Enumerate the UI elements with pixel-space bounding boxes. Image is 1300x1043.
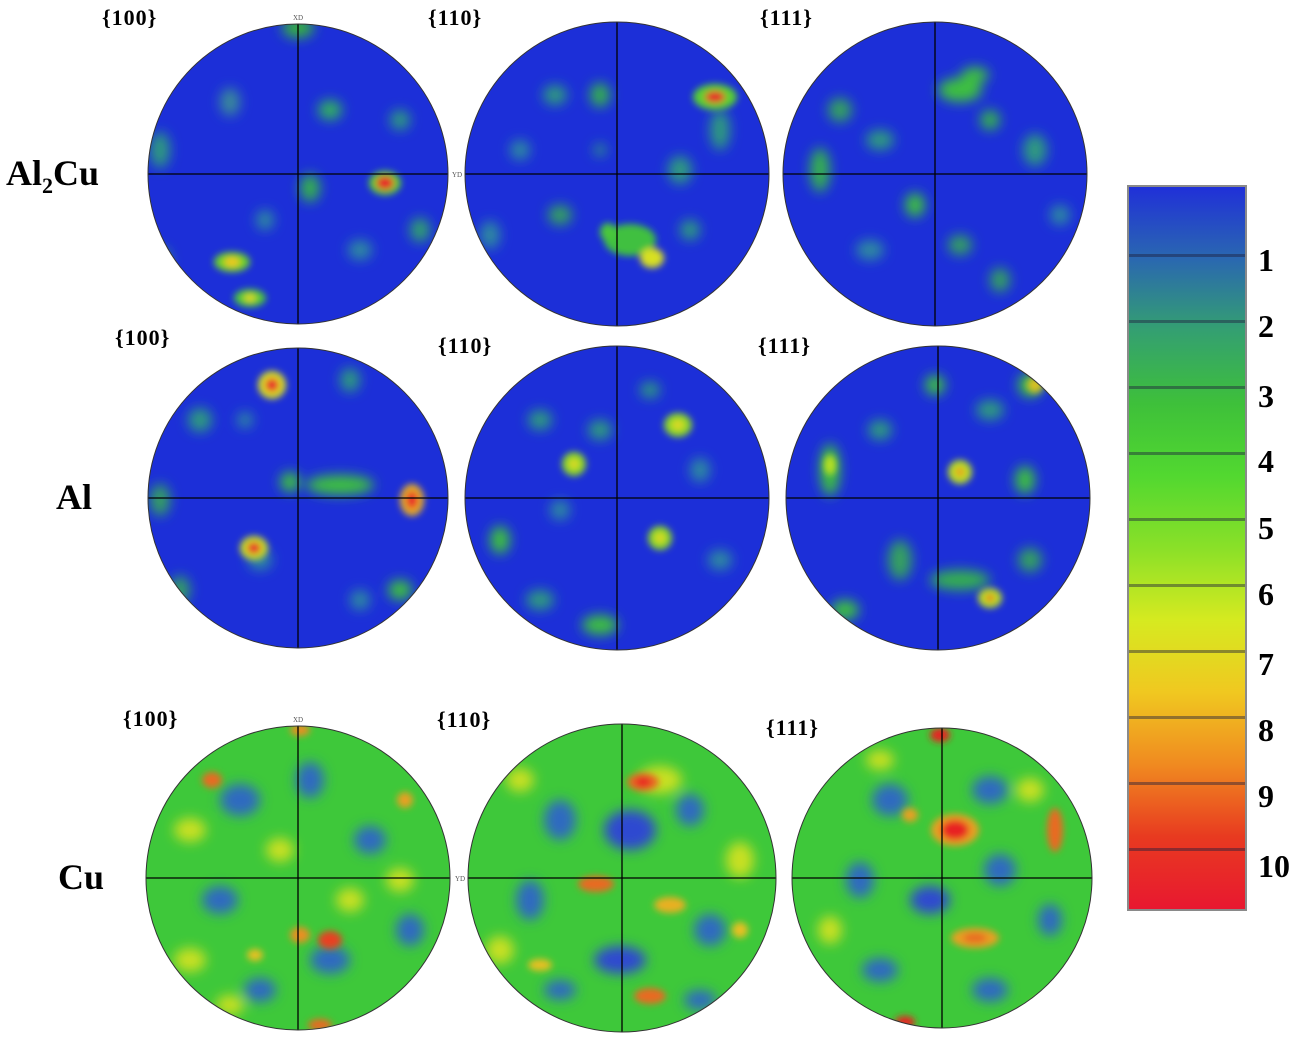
plane-label-cu-100: {100} xyxy=(123,706,179,731)
row-label-cu: Cu xyxy=(58,857,105,897)
pole-figure-al-110 xyxy=(464,345,770,651)
colorbar-tick-1: 1 xyxy=(1258,242,1274,278)
colorbar-band-line xyxy=(1129,782,1245,785)
plane-label-al-100: {100} xyxy=(115,325,171,350)
colorbar-tick-4: 4 xyxy=(1258,443,1274,479)
plane-label-cu-111: {111} xyxy=(766,715,819,740)
pole-figure-cu-111 xyxy=(791,727,1093,1029)
svg-text:XD: XD xyxy=(293,716,303,724)
pole-figure-cu-110 xyxy=(467,723,777,1033)
colorbar-tick-8: 8 xyxy=(1258,712,1274,748)
colorbar-tick-3: 3 xyxy=(1258,378,1274,414)
pole-figure-al2cu-110 xyxy=(464,21,770,327)
plane-label-cu-110: {110} xyxy=(437,707,492,732)
colorbar-tick-2: 2 xyxy=(1258,308,1274,344)
colorbar-tick-10: 10 xyxy=(1258,848,1290,884)
row-label-al: Al xyxy=(56,477,92,517)
pole-figure-al2cu-111 xyxy=(782,21,1088,327)
colorbar-band-line xyxy=(1129,716,1245,719)
colorbar-tick-7: 7 xyxy=(1258,646,1274,682)
colorbar-band-line xyxy=(1129,650,1245,653)
color-scale-bar xyxy=(1127,185,1247,911)
colorbar-tick-6: 6 xyxy=(1258,576,1274,612)
colorbar-band-line xyxy=(1129,320,1245,323)
colorbar-tick-9: 9 xyxy=(1258,778,1274,814)
plane-label-al2cu-111: {111} xyxy=(760,5,813,30)
colorbar-band-line xyxy=(1129,848,1245,851)
svg-text:XD: XD xyxy=(293,14,303,22)
colorbar-band-line xyxy=(1129,584,1245,587)
svg-text:YD: YD xyxy=(455,875,465,883)
svg-text:YD: YD xyxy=(452,171,462,179)
colorbar-band-line xyxy=(1129,386,1245,389)
plane-label-al-110: {110} xyxy=(438,333,493,358)
colorbar-tick-5: 5 xyxy=(1258,510,1274,546)
colorbar-band-line xyxy=(1129,254,1245,257)
plane-label-al2cu-100: {100} xyxy=(102,5,158,30)
pole-figure-al2cu-100: XD YD xyxy=(147,14,462,325)
pole-figure-al-100 xyxy=(147,347,449,649)
colorbar-band-line xyxy=(1129,452,1245,455)
plane-label-al-111: {111} xyxy=(758,333,811,358)
colorbar-band-line xyxy=(1129,518,1245,521)
plane-label-al2cu-110: {110} xyxy=(428,5,483,30)
pole-figure-cu-100: XD YD xyxy=(145,716,465,1031)
row-label-al2cu: Al2Cu xyxy=(6,153,100,199)
pole-figure-al-111 xyxy=(785,345,1091,651)
